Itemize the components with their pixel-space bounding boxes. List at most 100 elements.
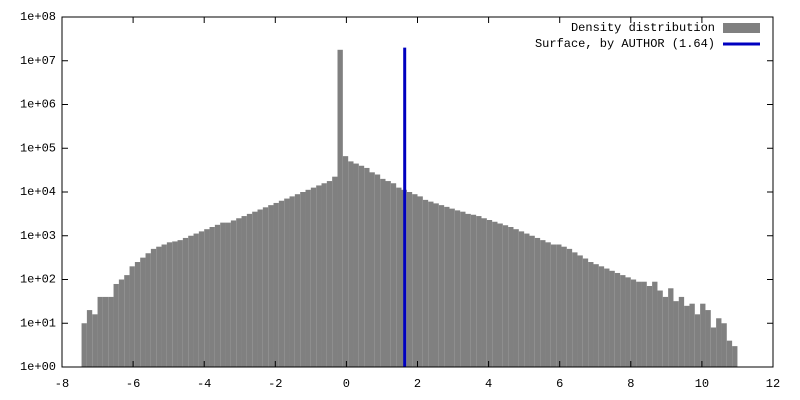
histogram-bar xyxy=(460,211,466,367)
histogram-bar xyxy=(710,327,717,367)
histogram-bar xyxy=(241,216,247,367)
histogram-bar xyxy=(636,281,642,367)
histogram-bar xyxy=(668,288,674,367)
x-tick-label: 8 xyxy=(627,377,634,391)
histogram-bar xyxy=(337,49,343,367)
histogram-bar xyxy=(529,235,535,367)
histogram-bar xyxy=(470,214,477,367)
histogram-bar xyxy=(198,231,205,367)
histogram-bar xyxy=(646,286,653,367)
histogram-bar xyxy=(673,301,679,367)
histogram-bar xyxy=(230,220,237,367)
x-tick-label: 10 xyxy=(695,377,709,391)
histogram-bar xyxy=(518,231,525,367)
histogram-bar xyxy=(284,198,290,367)
legend-label: Density distribution xyxy=(571,21,715,35)
histogram-bar xyxy=(577,255,583,367)
y-tick-label: 1e+01 xyxy=(20,316,56,330)
histogram-bar xyxy=(140,257,146,367)
histogram-bar xyxy=(513,229,519,367)
histogram-bar xyxy=(588,262,594,367)
x-tick-label: -8 xyxy=(55,377,69,391)
histogram-bar xyxy=(316,185,322,367)
y-tick-label: 1e+04 xyxy=(20,185,56,199)
histogram-bar xyxy=(662,296,669,367)
histogram-bar xyxy=(252,211,258,367)
histogram-bar xyxy=(428,201,434,367)
histogram-bar xyxy=(81,323,87,367)
x-tick-label: 4 xyxy=(485,377,492,391)
histogram-bar xyxy=(614,272,621,367)
histogram-bar xyxy=(177,240,183,367)
histogram-bar xyxy=(214,224,221,367)
histogram-bar xyxy=(374,174,381,367)
histogram-bar xyxy=(380,178,386,367)
histogram-bar xyxy=(652,281,658,367)
y-tick-label: 1e+00 xyxy=(20,360,56,374)
histogram-bar xyxy=(721,323,727,367)
histogram-bar xyxy=(598,266,605,367)
histogram-bar xyxy=(342,156,349,367)
histogram-bar xyxy=(556,244,562,367)
histogram-bar xyxy=(129,266,135,367)
x-tick-label: -2 xyxy=(268,377,282,391)
histogram-bar xyxy=(102,296,109,367)
histogram-bar xyxy=(236,218,242,367)
x-tick-label: -6 xyxy=(126,377,140,391)
histogram-bar xyxy=(566,248,573,367)
plot-border xyxy=(61,16,774,368)
histogram-bar xyxy=(209,226,215,367)
histogram-bar xyxy=(465,213,471,367)
legend-label: Surface, by AUTHOR (1.64) xyxy=(535,37,715,51)
histogram-bar xyxy=(689,303,695,367)
histogram-bar xyxy=(150,248,157,367)
histogram-bar xyxy=(172,241,178,367)
histogram-bar xyxy=(630,279,637,367)
histogram-bar xyxy=(246,213,253,367)
legend-swatch xyxy=(723,23,760,33)
histogram-bar xyxy=(278,200,285,367)
histogram-bar xyxy=(188,235,194,367)
histogram-bar xyxy=(348,161,354,367)
histogram-bar xyxy=(193,233,199,367)
histogram-bar xyxy=(476,216,482,367)
histogram-bar xyxy=(396,187,402,367)
histogram-bar xyxy=(524,233,530,367)
y-tick-label: 1e+07 xyxy=(20,54,56,68)
histogram-bar xyxy=(620,275,626,367)
histogram-bar xyxy=(273,202,279,367)
histogram-bar xyxy=(716,318,722,367)
histogram-bar xyxy=(694,314,701,367)
histogram-bar xyxy=(161,244,167,367)
histogram-bar xyxy=(625,277,631,367)
histogram-bar xyxy=(422,199,429,367)
histogram-bar xyxy=(449,208,455,367)
histogram-bar xyxy=(332,176,338,367)
histogram-bar xyxy=(358,165,365,367)
histogram-bar xyxy=(166,242,173,367)
y-tick-label: 1e+03 xyxy=(20,229,56,243)
histogram-bar xyxy=(118,279,125,367)
histogram-bar xyxy=(700,303,706,367)
y-tick-label: 1e+05 xyxy=(20,141,56,155)
histogram-bar xyxy=(550,244,557,367)
histogram-bar xyxy=(540,240,546,367)
histogram-bar xyxy=(300,192,306,367)
histogram-bar xyxy=(593,264,599,367)
histogram-bar xyxy=(705,310,711,367)
histogram-bar xyxy=(113,283,119,367)
histogram-bar xyxy=(385,181,391,367)
x-tick-label: -4 xyxy=(197,377,211,391)
x-tick-label: 12 xyxy=(766,377,780,391)
histogram-bar xyxy=(108,296,114,367)
histogram-bar xyxy=(305,189,311,367)
histogram-bar xyxy=(220,222,226,367)
x-tick-label: 6 xyxy=(556,377,563,391)
histogram-bar xyxy=(390,183,397,367)
histogram-bar xyxy=(678,296,685,367)
histogram-bar xyxy=(433,203,439,367)
histogram-bar xyxy=(406,192,413,367)
histogram-bar xyxy=(508,226,514,367)
histogram-bar xyxy=(561,246,567,367)
